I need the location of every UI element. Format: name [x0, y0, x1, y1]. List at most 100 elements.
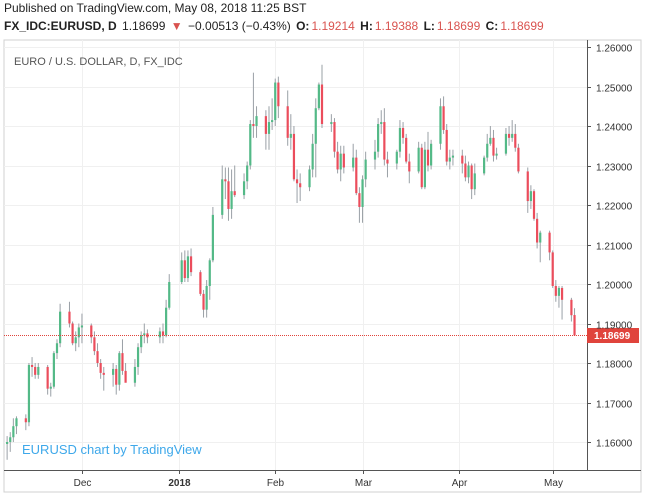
candle-body — [380, 122, 383, 125]
candle-body — [548, 232, 551, 253]
low-label: L: — [423, 19, 435, 33]
candle-body — [511, 133, 514, 138]
candle — [554, 280, 557, 302]
candle-body — [133, 366, 137, 383]
candle — [551, 250, 554, 288]
candle — [136, 343, 140, 375]
candle — [317, 82, 320, 111]
candle-body — [395, 151, 398, 164]
candle — [355, 149, 358, 196]
y-tick-label: 1.22000 — [596, 202, 633, 213]
symbol-info-bar: FX_IDC:EURUSD, D 1.18699 ▼ −0.00513 (−0.… — [4, 19, 546, 35]
candle — [9, 432, 12, 452]
candle-body — [221, 179, 224, 215]
candle-body — [165, 307, 168, 336]
candle — [489, 126, 492, 146]
candle-body — [74, 337, 77, 344]
candle-body — [517, 147, 520, 172]
candle-body — [408, 161, 411, 172]
candle — [49, 382, 52, 397]
candle — [426, 131, 430, 172]
candle — [395, 149, 398, 170]
candle-body — [168, 282, 171, 308]
high-label: H: — [360, 19, 373, 33]
price-axis[interactable]: 1.26000 1.25000 1.24000 1.23000 1.22000 1.210… — [587, 44, 633, 450]
candle — [373, 139, 377, 170]
candle — [15, 416, 18, 435]
candle — [352, 143, 355, 172]
candle-body — [55, 343, 59, 354]
candle — [536, 212, 539, 249]
candle-body — [383, 122, 386, 160]
candle — [267, 106, 271, 150]
candle — [140, 331, 143, 354]
candle — [473, 163, 476, 196]
candle-body — [205, 285, 208, 310]
candle-body — [183, 260, 186, 279]
candle-body — [358, 193, 361, 207]
candle — [358, 187, 361, 223]
candle — [442, 96, 445, 134]
candle — [205, 280, 208, 318]
y-tick-label: 1.24000 — [596, 123, 633, 134]
candle-body — [529, 191, 532, 202]
last-price-line: 1.18699 — [4, 328, 639, 343]
candle — [186, 250, 190, 283]
candle-body — [554, 285, 557, 296]
candle — [12, 418, 15, 442]
candle-body — [146, 333, 149, 338]
candle-body — [361, 179, 364, 207]
open-label: O: — [296, 19, 310, 33]
candle-body — [286, 106, 289, 138]
candle — [96, 343, 99, 367]
candle-body — [536, 218, 539, 243]
candle — [289, 114, 292, 150]
candle — [330, 114, 333, 132]
candle-body — [532, 191, 536, 219]
y-tick-label: 1.21000 — [596, 242, 633, 253]
y-tick-label: 1.20000 — [596, 281, 633, 292]
candle-body — [136, 347, 140, 367]
candle-body — [242, 181, 246, 196]
candle-body — [551, 252, 554, 286]
candle-body — [180, 260, 183, 283]
candle — [52, 351, 55, 389]
candle-body — [46, 366, 49, 389]
candle-body — [445, 129, 448, 162]
candle-body — [121, 353, 124, 371]
candle — [161, 323, 165, 344]
candle — [529, 185, 532, 209]
candle — [249, 120, 252, 170]
candle — [246, 161, 249, 190]
x-tick-label: Feb — [267, 478, 285, 489]
candle-body — [483, 157, 486, 174]
candle-body — [202, 293, 205, 310]
symbol-label[interactable]: FX_IDC:EURUSD, D — [4, 19, 117, 33]
candle — [37, 363, 40, 379]
published-caption: Published on TradingView.com, May 08, 20… — [4, 1, 307, 15]
time-axis[interactable]: Dec 2018 Feb Mar Apr May — [74, 470, 563, 489]
last-price-tag-label: 1.18699 — [594, 331, 631, 342]
candle-body — [330, 122, 333, 125]
candle-body — [59, 311, 62, 344]
candle — [233, 165, 236, 198]
candle — [401, 122, 405, 144]
candle — [34, 363, 37, 379]
candle — [333, 118, 336, 158]
candle — [183, 250, 186, 283]
watermark-text[interactable]: EURUSD chart by TradingView — [22, 442, 202, 457]
candle-body — [461, 155, 464, 164]
candle-body — [373, 151, 377, 160]
candle-body — [342, 153, 345, 168]
candle — [486, 133, 489, 162]
y-tick-label: 1.17000 — [596, 400, 633, 411]
candle-body — [439, 106, 442, 144]
candle-body — [52, 353, 55, 387]
candle — [417, 141, 420, 174]
candle — [121, 339, 124, 375]
candle-body — [199, 272, 202, 294]
candle-body — [467, 165, 470, 178]
candle — [158, 327, 161, 344]
candle — [90, 323, 93, 344]
